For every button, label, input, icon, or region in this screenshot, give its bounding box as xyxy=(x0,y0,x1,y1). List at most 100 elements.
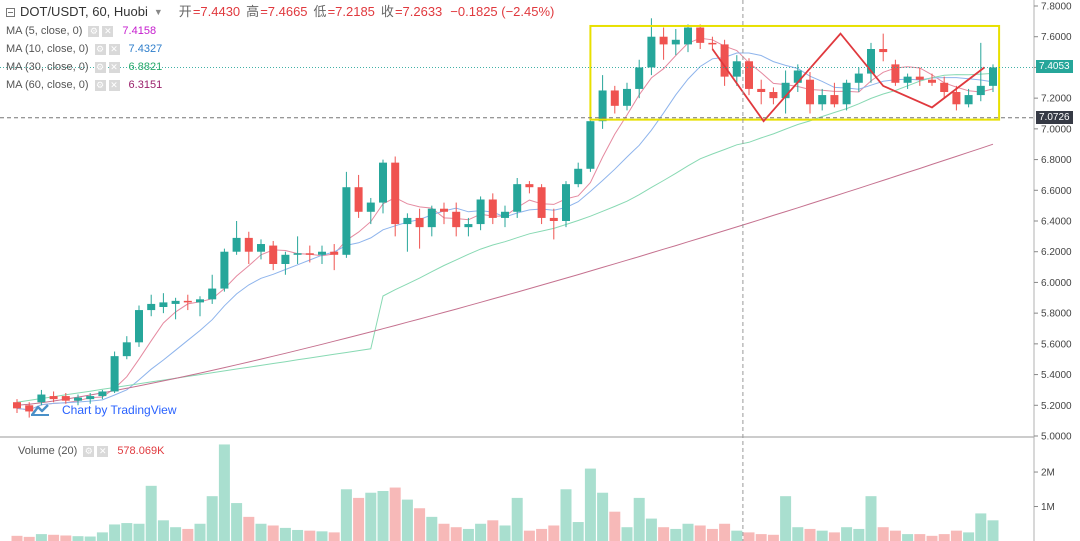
volume-bar xyxy=(365,492,377,541)
indicator-label[interactable]: MA (30, close, 0) xyxy=(6,61,89,73)
candle-body xyxy=(793,70,802,83)
candle-body xyxy=(403,217,412,225)
indicator-value: 7.4327 xyxy=(128,43,163,55)
volume-bar xyxy=(719,523,731,541)
close-icon[interactable]: ✕ xyxy=(108,79,120,91)
candle-body xyxy=(98,391,107,397)
symbol-header: DOT/USDT, 60, Huobi ▼ 开=7.4430 高=7.4665 低=… xyxy=(6,2,554,22)
symbol-title[interactable]: DOT/USDT, 60, Huobi xyxy=(20,4,148,19)
y-tick-label: 7.8000 xyxy=(1041,2,1072,13)
indicator-label[interactable]: MA (60, close, 0) xyxy=(6,79,89,91)
candle-body xyxy=(171,300,180,304)
settings-icon[interactable]: ⚙ xyxy=(94,61,106,73)
candle-body xyxy=(732,61,741,77)
candle-body xyxy=(452,211,461,228)
volume-bar xyxy=(121,523,133,541)
volume-bar xyxy=(340,489,352,541)
settings-icon[interactable]: ⚙ xyxy=(94,79,106,91)
vol-tick-label: 2M xyxy=(1041,468,1055,479)
candle-body xyxy=(806,79,814,105)
volume-bar xyxy=(828,532,840,541)
tradingview-watermark[interactable]: Chart by TradingView xyxy=(30,403,177,417)
volume-bar xyxy=(767,534,779,541)
volume-bar xyxy=(11,535,23,541)
range-rectangle xyxy=(589,24,1001,121)
settings-icon[interactable]: ⚙ xyxy=(94,43,106,55)
candle-body xyxy=(13,402,21,409)
close-icon[interactable]: ✕ xyxy=(97,445,109,457)
settings-icon[interactable]: ⚙ xyxy=(88,25,100,37)
drawing-overlays xyxy=(0,0,1034,541)
volume-bar xyxy=(243,516,255,541)
candle-body xyxy=(928,79,936,83)
candle-body xyxy=(586,121,595,169)
candle-body xyxy=(318,251,326,255)
candle-body xyxy=(257,244,265,252)
indicator-label[interactable]: MA (10, close, 0) xyxy=(6,43,89,55)
collapse-icon[interactable] xyxy=(6,7,15,17)
volume-bar xyxy=(279,527,291,541)
volume-bar xyxy=(109,524,121,541)
indicator-row: MA (30, close, 0) ⚙ ✕ 6.8821 xyxy=(6,58,554,76)
settings-icon[interactable]: ⚙ xyxy=(83,445,95,457)
candle-body xyxy=(220,251,229,289)
ohlc-key: 高 xyxy=(246,4,260,19)
close-icon[interactable]: ✕ xyxy=(102,25,114,37)
volume-bar xyxy=(621,527,633,541)
indicator-label[interactable]: MA (5, close, 0) xyxy=(6,25,83,37)
y-tick-label: 5.8000 xyxy=(1041,309,1072,320)
volume-bar xyxy=(450,527,462,541)
volume-bar xyxy=(963,532,975,541)
volume-bar xyxy=(218,444,230,541)
volume-bar xyxy=(316,531,328,541)
candle-body xyxy=(501,211,509,218)
volume-bar xyxy=(414,508,426,541)
candle-body xyxy=(598,90,607,122)
volume-bar xyxy=(548,525,560,541)
volume-bar xyxy=(328,532,340,541)
candle-body xyxy=(183,300,192,303)
volume-bar xyxy=(35,534,47,541)
y-tick-label: 6.8000 xyxy=(1041,155,1072,166)
candle-body xyxy=(122,342,131,357)
close-icon[interactable]: ✕ xyxy=(108,61,120,73)
volume-legend: Volume (20) ⚙ ✕ 578.069K xyxy=(18,445,164,457)
volume-bar xyxy=(72,536,84,541)
volume-bar xyxy=(914,534,926,541)
candle-body xyxy=(635,67,644,89)
volume-bars xyxy=(11,444,999,541)
candle-body xyxy=(49,396,58,400)
volume-bar xyxy=(572,522,584,541)
candle-body xyxy=(842,82,851,105)
candle-body xyxy=(696,27,705,43)
candle-body xyxy=(891,64,900,83)
indicator-value: 6.3151 xyxy=(128,79,163,91)
volume-bar xyxy=(975,513,987,541)
volume-bar xyxy=(267,525,279,541)
chart-legend: DOT/USDT, 60, Huobi ▼ 开=7.4430 高=7.4665 低=… xyxy=(6,2,554,94)
volume-bar xyxy=(938,534,950,541)
volume-bar xyxy=(536,528,548,541)
candle-body xyxy=(818,95,827,105)
candle-body xyxy=(74,397,82,401)
candle-body xyxy=(647,36,656,68)
volume-bar xyxy=(804,528,816,541)
y-tick-label: 7.2000 xyxy=(1041,94,1072,105)
volume-bar xyxy=(426,516,438,541)
volume-bar xyxy=(560,489,572,541)
volume-bar xyxy=(658,527,670,541)
volume-bar xyxy=(194,523,206,541)
candle-body xyxy=(915,76,924,80)
candle-body xyxy=(867,49,875,74)
volume-label[interactable]: Volume (20) xyxy=(18,445,78,457)
ohlc-value: =7.4430 xyxy=(192,4,241,19)
close-icon[interactable]: ✕ xyxy=(108,43,120,55)
last-price-tag: 7.4053 xyxy=(1036,60,1073,74)
volume-bar xyxy=(584,468,596,541)
candle-body xyxy=(854,73,863,83)
candle-body xyxy=(745,61,753,89)
candle-body xyxy=(232,237,241,252)
candle-body xyxy=(488,199,497,218)
chevron-down-icon[interactable]: ▼ xyxy=(153,7,163,17)
candle-body xyxy=(269,245,278,264)
